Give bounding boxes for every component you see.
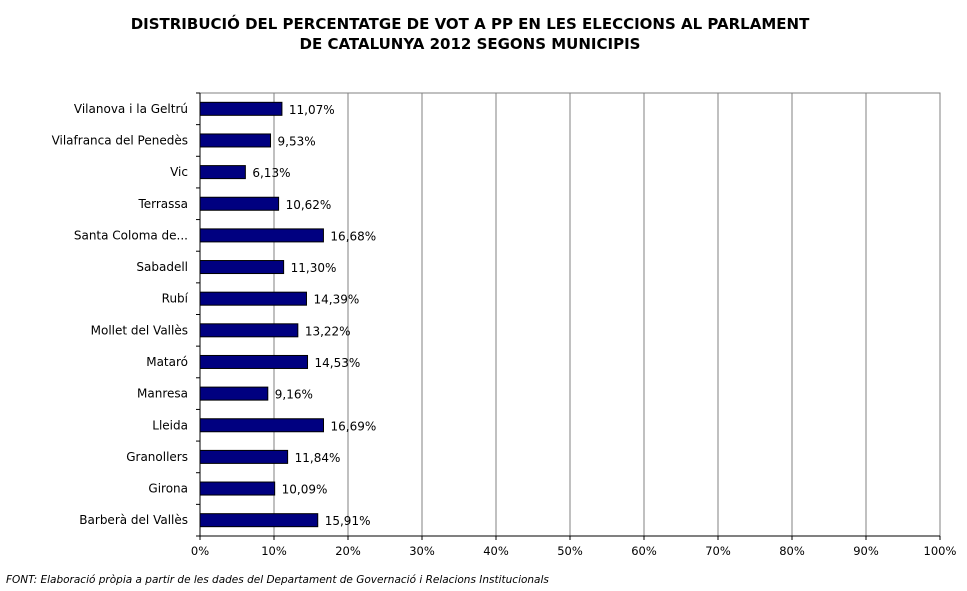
- x-tick-label: 0%: [191, 544, 209, 558]
- category-label: Mataró: [146, 355, 188, 369]
- data-label: 14,53%: [315, 356, 361, 370]
- x-tick-label: 60%: [631, 544, 657, 558]
- bar: [199, 133, 272, 148]
- bar: [199, 449, 289, 464]
- x-tick-label: 10%: [261, 544, 287, 558]
- category-label: Manresa: [137, 387, 188, 401]
- bar: [199, 260, 285, 275]
- category-label: Rubí: [162, 292, 189, 306]
- chart-title-line-2: DE CATALUNYA 2012 SEGONS MUNICIPIS: [299, 35, 641, 53]
- data-label: 16,68%: [330, 229, 376, 243]
- chart-title: DISTRIBUCIÓ DEL PERCENTATGE DE VOT A PP …: [0, 14, 940, 54]
- data-label: 16,69%: [331, 419, 377, 433]
- data-label: 6,13%: [252, 166, 290, 180]
- category-label: Santa Coloma de...: [74, 228, 188, 242]
- x-tick-label: 40%: [483, 544, 509, 558]
- source-note: FONT: Elaboració pròpia a partir de les …: [6, 574, 549, 586]
- category-label: Terrassa: [137, 197, 188, 211]
- category-label: Lleida: [152, 418, 188, 432]
- x-tick-label: 100%: [924, 544, 957, 558]
- data-label: 10,09%: [282, 483, 328, 497]
- data-label: 15,91%: [325, 514, 371, 528]
- bar: [199, 481, 276, 496]
- bar: [199, 323, 299, 338]
- data-label: 9,53%: [278, 134, 316, 148]
- bar: [199, 196, 280, 211]
- category-label: Vic: [170, 165, 188, 179]
- category-label: Sabadell: [136, 260, 188, 274]
- data-label: 11,30%: [291, 261, 337, 275]
- chart-title-line-1: DISTRIBUCIÓ DEL PERCENTATGE DE VOT A PP …: [130, 15, 810, 33]
- bar: [199, 291, 307, 306]
- data-label: 11,84%: [295, 451, 341, 465]
- category-label: Girona: [148, 482, 188, 496]
- bar: [199, 513, 319, 528]
- bar: [199, 165, 246, 180]
- bar: [199, 101, 283, 116]
- bar: [199, 354, 309, 369]
- x-tick-label: 20%: [335, 544, 361, 558]
- bar: [199, 418, 325, 433]
- category-label: Granollers: [126, 450, 188, 464]
- data-label: 14,39%: [313, 293, 359, 307]
- category-label: Vilafranca del Penedès: [52, 133, 188, 147]
- bar: [199, 228, 324, 243]
- data-label: 9,16%: [275, 388, 313, 402]
- data-label: 13,22%: [305, 324, 351, 338]
- x-tick-label: 80%: [779, 544, 805, 558]
- x-tick-label: 30%: [409, 544, 435, 558]
- category-label: Mollet del Vallès: [91, 323, 188, 337]
- data-label: 11,07%: [289, 103, 335, 117]
- data-label: 10,62%: [286, 198, 332, 212]
- category-label: Vilanova i la Geltrú: [74, 102, 188, 116]
- x-tick-label: 70%: [705, 544, 731, 558]
- category-label: Barberà del Vallès: [79, 513, 188, 527]
- x-tick-label: 90%: [853, 544, 879, 558]
- x-tick-label: 50%: [557, 544, 583, 558]
- bar: [199, 386, 269, 401]
